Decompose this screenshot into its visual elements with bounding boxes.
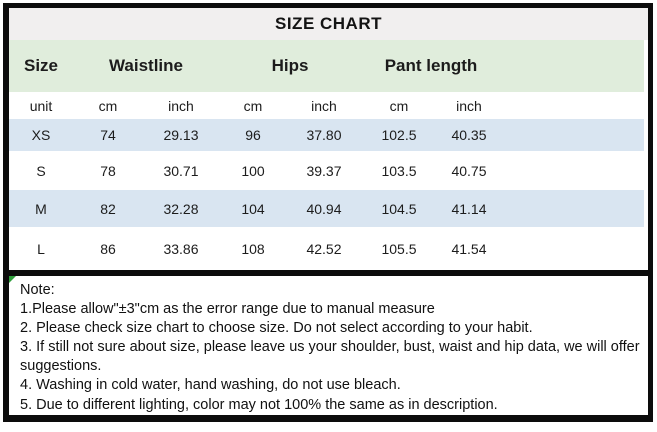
value-cell: 103.5 — [381, 162, 417, 179]
value-cell: 100 — [241, 162, 265, 179]
value-cell: 74 — [100, 127, 116, 143]
size-cell: S — [36, 162, 46, 179]
value-cell: 108 — [241, 240, 265, 257]
unit-row: unit cm inch cm inch cm inch — [9, 92, 644, 119]
value-cell: 33.86 — [163, 240, 199, 257]
value-cell: 82 — [100, 200, 116, 217]
note-line: suggestions. — [20, 358, 102, 375]
unit-cell: inch — [311, 97, 337, 114]
value-cell: 86 — [100, 240, 116, 257]
table-row-s: S 78 30.71 100 39.37 103.5 40.75 — [9, 151, 644, 190]
value-cell: 41.54 — [451, 240, 487, 257]
unit-cell: inch — [168, 97, 194, 114]
unit-cell: inch — [456, 97, 482, 114]
title-bar: SIZE CHART — [9, 8, 648, 40]
value-cell: 40.94 — [306, 200, 342, 217]
note-line: 4. Washing in cold water, hand washing, … — [20, 377, 401, 394]
value-cell: 39.37 — [306, 162, 342, 179]
size-chart-panel: SIZE CHART Size Waistline Hips Pant leng… — [3, 3, 653, 422]
size-cell: M — [35, 200, 47, 217]
note-line: 2. Please check size chart to choose siz… — [20, 320, 533, 337]
green-corner-marker-icon — [9, 276, 16, 283]
value-cell: 40.35 — [451, 127, 487, 143]
table-row-xs: XS 74 29.13 96 37.80 102.5 40.35 — [9, 119, 644, 151]
value-cell: 30.71 — [163, 162, 199, 179]
note-line: 1.Please allow"±3"cm as the error range … — [20, 301, 435, 318]
value-cell: 104.5 — [381, 200, 417, 217]
note-line: 3. If still not sure about size, please … — [20, 339, 640, 356]
table-header-row: Size Waistline Hips Pant length — [9, 40, 644, 92]
value-cell: 78 — [100, 162, 116, 179]
unit-cell: cm — [98, 97, 118, 114]
table-row-m: M 82 32.28 104 40.94 104.5 41.14 — [9, 190, 644, 227]
value-cell: 102.5 — [381, 127, 417, 143]
size-cell: L — [37, 240, 45, 257]
column-group-size: Size — [23, 56, 59, 75]
column-group-pant-length: Pant length — [384, 56, 478, 75]
page-title: SIZE CHART — [275, 14, 382, 33]
section-divider — [9, 270, 648, 276]
note-line: 5. Due to different lighting, color may … — [20, 396, 498, 413]
value-cell: 105.5 — [381, 240, 417, 257]
value-cell: 104 — [241, 200, 265, 217]
notes-section: Note: 1.Please allow"±3"cm as the error … — [9, 276, 648, 415]
unit-cell: cm — [243, 97, 263, 114]
table-row-l: L 86 33.86 108 42.52 105.5 41.54 — [9, 227, 644, 270]
unit-cell: unit — [29, 97, 53, 114]
note-line: Note: — [20, 282, 55, 298]
size-cell: XS — [31, 127, 51, 143]
column-group-waistline: Waistline — [109, 56, 183, 75]
value-cell: 40.75 — [451, 162, 487, 179]
value-cell: 32.28 — [163, 200, 199, 217]
unit-cell: cm — [389, 97, 409, 114]
column-group-hips: Hips — [271, 56, 309, 75]
value-cell: 29.13 — [163, 127, 199, 143]
value-cell: 41.14 — [451, 200, 487, 217]
value-cell: 42.52 — [306, 240, 342, 257]
value-cell: 37.80 — [306, 127, 342, 143]
value-cell: 96 — [245, 127, 261, 143]
